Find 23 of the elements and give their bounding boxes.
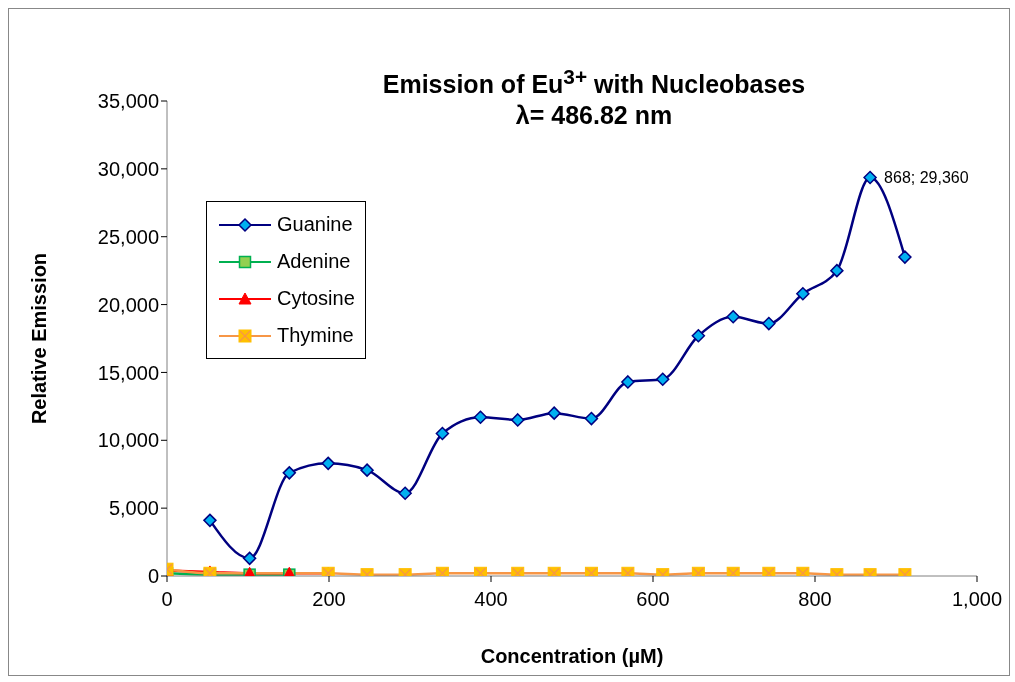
x-tick-label: 600 xyxy=(636,588,670,611)
y-tick-label: 10,000 xyxy=(97,429,159,452)
y-tick-label: 5,000 xyxy=(108,497,159,520)
legend-label: Adenine xyxy=(277,250,351,273)
x-tick-label: 1,000 xyxy=(951,588,1003,611)
x-tick-label: 400 xyxy=(474,588,508,611)
chart-title: Emission of Eu$^{3+}$ with Nucleobases xyxy=(382,65,806,99)
annotation: 868; 29,360 xyxy=(884,169,969,187)
y-tick-label: 20,000 xyxy=(97,293,159,316)
y-tick-label: 35,000 xyxy=(97,90,159,113)
x-tick-label: 0 xyxy=(161,588,173,611)
x-tick-label: 800 xyxy=(798,588,832,611)
x-tick-label: 200 xyxy=(312,588,346,611)
x-axis-title: Concentration (µM) xyxy=(480,645,664,667)
y-tick-label: 15,000 xyxy=(97,361,159,384)
legend-label: Guanine xyxy=(277,213,353,236)
y-axis-title: Relative Emission xyxy=(28,252,51,425)
y-tick-label: 0 xyxy=(147,565,159,588)
legend-label: Cytosine xyxy=(277,287,355,310)
y-tick-label: 30,000 xyxy=(97,157,159,180)
y-tick-label: 25,000 xyxy=(97,225,159,248)
legend-label: Thymine xyxy=(277,324,354,347)
chart-subtitle: λ= 486.82 nm xyxy=(515,101,673,130)
